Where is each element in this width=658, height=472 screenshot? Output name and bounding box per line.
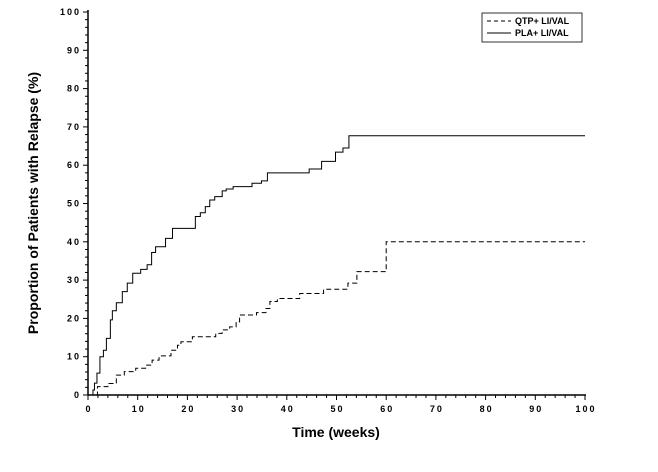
x-tick-label: 80 (480, 404, 494, 414)
x-tick-label: 90 (529, 404, 543, 414)
y-tick-label: 100 (60, 7, 81, 17)
x-axis-label: Time (weeks) (292, 424, 380, 440)
y-tick-label: 0 (74, 390, 81, 400)
y-tick-label: 50 (67, 199, 81, 209)
y-tick-label: 30 (67, 275, 81, 285)
x-tick-label: 30 (231, 404, 245, 414)
y-tick-label: 90 (67, 45, 81, 55)
y-tick-label: 80 (67, 84, 81, 94)
y-tick-label: 10 (67, 352, 81, 362)
y-tick-label: 60 (67, 160, 81, 170)
legend-box (481, 12, 583, 43)
legend-label-pla: PLA+ LI/VAL (515, 28, 569, 38)
y-tick-label: 70 (67, 122, 81, 132)
y-axis-label: Proportion of Patients with Relapse (%) (25, 72, 41, 334)
legend: QTP+ LI/VAL PLA+ LI/VAL (481, 12, 583, 43)
axes: 0 10 20 30 40 50 60 70 80 90 100 0 10 20 30 40 50 60 70 80 9… (60, 7, 596, 414)
x-tick-label: 60 (380, 404, 394, 414)
x-tick-label: 100 (575, 404, 596, 414)
series-qtp-li-val-line (88, 241, 585, 396)
y-tick-label: 20 (67, 313, 81, 323)
x-tick-label: 70 (430, 404, 444, 414)
legend-label-qtp: QTP+ LI/VAL (515, 16, 570, 26)
x-tick-label: 40 (281, 404, 295, 414)
x-tick-label: 0 (85, 404, 92, 414)
x-tick-label: 20 (181, 404, 195, 414)
x-tick-label: 10 (132, 404, 146, 414)
x-tick-label: 50 (330, 404, 344, 414)
series-pla-li-val-line (88, 135, 585, 396)
y-tick-label: 40 (67, 237, 81, 247)
series-layer (88, 135, 585, 396)
